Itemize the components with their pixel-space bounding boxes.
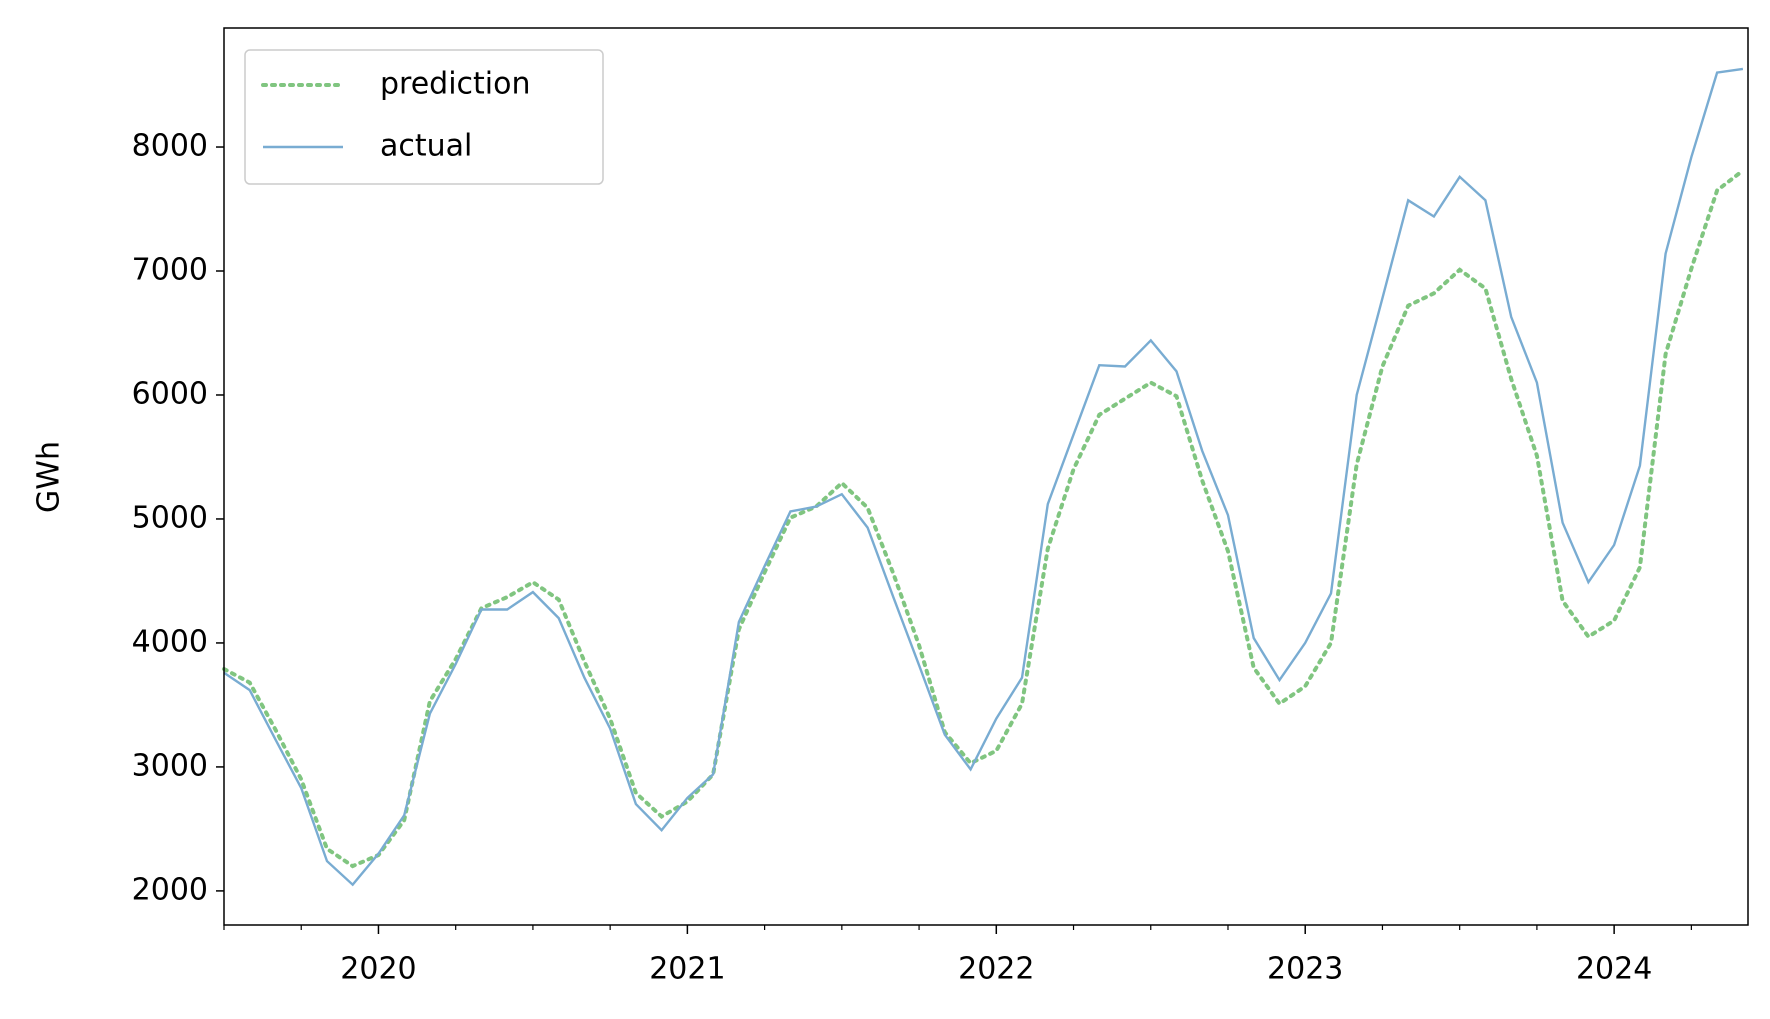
x-tick-label: 2020 (340, 952, 416, 987)
x-tick-label: 2021 (649, 952, 725, 987)
y-tick-label: 8000 (132, 129, 208, 164)
legend-label: actual (380, 129, 472, 164)
y-tick-label: 3000 (132, 748, 208, 783)
legend: prediction actual (244, 49, 604, 185)
legend-label: prediction (380, 67, 531, 102)
x-tick-label: 2024 (1576, 952, 1652, 987)
y-tick-label: 6000 (132, 376, 208, 411)
series-line (223, 67, 1744, 887)
series-line (222, 168, 1745, 869)
y-tick-label: 7000 (132, 253, 208, 288)
y-axis-label: GWh (32, 441, 67, 513)
y-tick-label: 4000 (132, 624, 208, 659)
x-tick-label: 2022 (958, 952, 1034, 987)
plot-frame (223, 27, 1749, 926)
y-tick-label: 2000 (132, 872, 208, 907)
x-tick-label: 2023 (1267, 952, 1343, 987)
y-tick-label: 5000 (132, 500, 208, 535)
